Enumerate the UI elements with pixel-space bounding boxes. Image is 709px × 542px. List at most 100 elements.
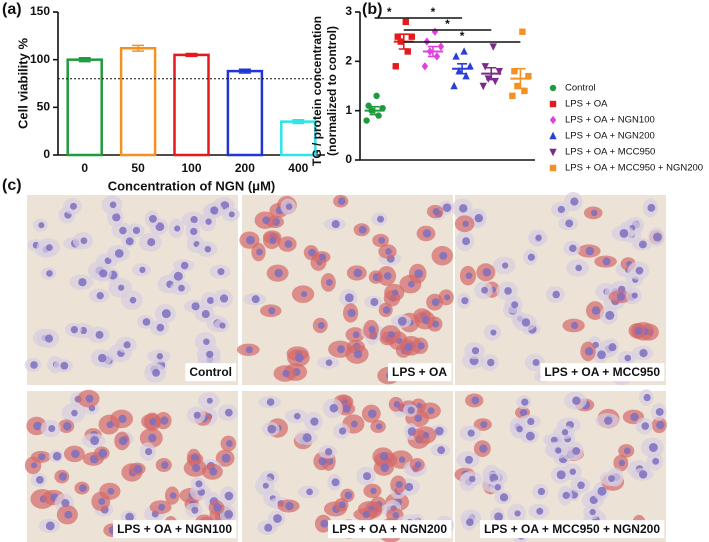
- bar: [173, 53, 210, 157]
- nucleus: [207, 296, 215, 304]
- data-point: [375, 112, 382, 119]
- nucleus: [608, 475, 615, 483]
- nucleus: [362, 510, 370, 519]
- nucleus: [219, 294, 229, 303]
- nucleus: [118, 436, 128, 446]
- data-point: [460, 47, 468, 55]
- nucleus: [363, 472, 372, 481]
- nucleus: [329, 404, 339, 413]
- nucleus: [388, 331, 395, 338]
- nucleus: [331, 478, 340, 487]
- nucleus: [572, 447, 581, 455]
- micrograph: LPS + OA + NGN200: [242, 391, 455, 542]
- nucleus: [584, 347, 594, 356]
- nucleus: [99, 269, 108, 278]
- nucleus: [123, 341, 131, 349]
- nucleus: [432, 320, 440, 328]
- nucleus: [502, 262, 509, 269]
- nucleus: [35, 476, 44, 484]
- significance-label: *: [460, 29, 465, 43]
- nucleus: [33, 421, 42, 431]
- nucleus: [414, 269, 424, 279]
- nucleus: [380, 463, 389, 473]
- nucleus: [178, 284, 185, 292]
- label-background: [540, 363, 665, 382]
- data-point: [373, 92, 380, 100]
- nucleus: [96, 291, 104, 300]
- data-point: [431, 27, 439, 36]
- nucleus: [268, 307, 276, 315]
- nucleus: [535, 234, 542, 241]
- nucleus: [201, 310, 210, 319]
- nucleus: [282, 369, 290, 378]
- nucleus: [469, 475, 476, 483]
- nucleus: [71, 449, 80, 459]
- nucleus: [205, 218, 212, 225]
- nucleus: [552, 290, 560, 299]
- legend-label: LPS + OA + NGN200: [565, 131, 655, 142]
- nucleus: [504, 287, 512, 295]
- data-point: [404, 48, 411, 55]
- nucleus: [590, 209, 598, 217]
- label-background: [328, 520, 452, 539]
- nucleus: [435, 426, 444, 436]
- nucleus: [98, 497, 106, 505]
- nucleus: [432, 208, 440, 215]
- nucleus: [145, 448, 153, 456]
- nucleus: [653, 232, 662, 242]
- nucleus: [203, 338, 210, 346]
- nucleus: [417, 342, 425, 350]
- nucleus: [536, 507, 544, 515]
- nucleus: [608, 343, 617, 352]
- nucleus: [78, 278, 87, 287]
- nucleus: [459, 204, 468, 213]
- data-point: [455, 67, 463, 75]
- nucleus: [293, 412, 301, 420]
- x-tick-label: 400: [288, 161, 308, 175]
- nucleus: [385, 248, 392, 255]
- nucleus: [367, 409, 377, 419]
- nucleus: [481, 286, 488, 294]
- nucleus: [325, 359, 333, 366]
- nucleus: [213, 503, 222, 512]
- nucleus: [643, 393, 651, 402]
- nucleus: [521, 318, 531, 327]
- micrograph: LPS + OA + MCC950: [451, 191, 666, 386]
- nucleus: [490, 329, 497, 336]
- data-point: [408, 33, 415, 40]
- nucleus: [95, 330, 104, 339]
- nucleus: [38, 222, 45, 229]
- nucleus: [368, 325, 376, 333]
- legend-marker: [549, 131, 557, 140]
- nucleus: [118, 284, 125, 291]
- nucleus: [351, 420, 358, 428]
- nucleus: [156, 353, 164, 360]
- nucleus: [572, 396, 581, 405]
- nucleus: [114, 249, 124, 258]
- nucleus: [499, 493, 509, 502]
- nucleus: [132, 226, 141, 235]
- data-point: [365, 102, 372, 109]
- legend-label: LPS + OA + NGN100: [565, 115, 655, 126]
- nucleus: [262, 216, 271, 225]
- nucleus: [245, 346, 253, 354]
- nucleus: [442, 203, 452, 213]
- nucleus: [52, 451, 62, 461]
- nucleus: [397, 316, 407, 326]
- error-bar: [78, 57, 91, 63]
- nucleus: [647, 203, 656, 212]
- nucleus: [109, 201, 117, 209]
- nucleus: [407, 406, 415, 415]
- nucleus: [589, 508, 596, 516]
- data-point: [392, 63, 399, 70]
- nucleus: [569, 468, 577, 475]
- nucleus: [195, 480, 203, 488]
- nucleus: [605, 310, 615, 320]
- nucleus: [204, 245, 212, 253]
- nucleus: [556, 470, 566, 480]
- nucleus: [80, 237, 88, 245]
- nucleus: [62, 421, 72, 431]
- nucleus: [320, 519, 329, 528]
- nucleus: [342, 405, 351, 413]
